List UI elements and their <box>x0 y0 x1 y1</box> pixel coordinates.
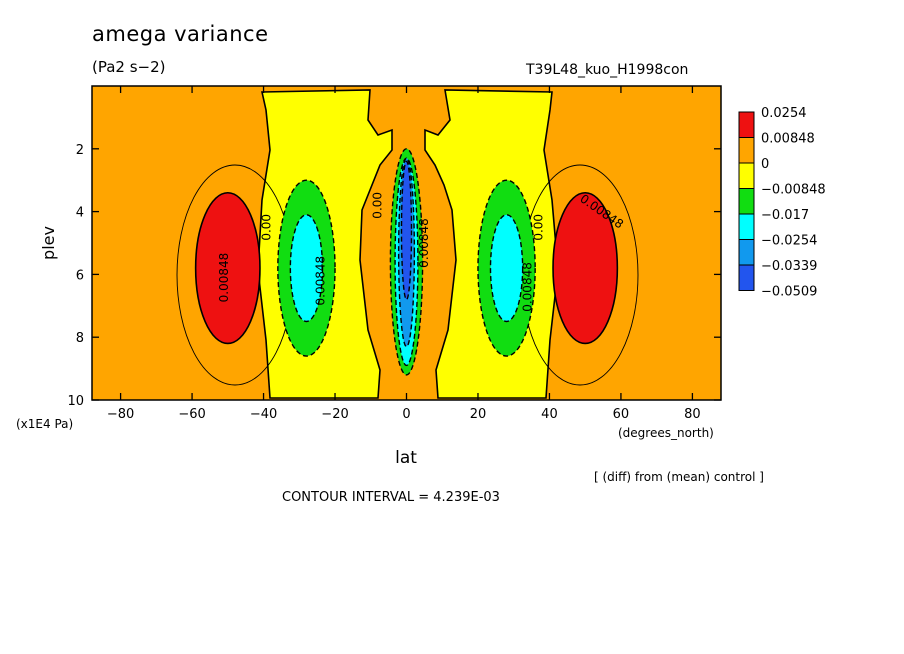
y-tick-label: 10 <box>67 394 84 409</box>
y-tick-label: 8 <box>76 331 84 346</box>
legend-swatch <box>738 213 755 240</box>
legend-label: 0.00848 <box>761 132 815 147</box>
y-axis-units: (x1E4 Pa) <box>16 417 73 431</box>
contour-label: 0.00848 <box>313 256 327 306</box>
diff-note: [ (diff) from (mean) control ] <box>594 470 764 484</box>
x-tick-label: −40 <box>250 407 277 422</box>
run-id: T39L48_kuo_H1998con <box>526 62 689 78</box>
contour-label: 0.00848 <box>217 253 231 303</box>
chart-units: (Pa2 s−2) <box>92 58 166 76</box>
equatorial-deep-blue-region <box>400 160 413 301</box>
contour-interval: CONTOUR INTERVAL = 4.239E-03 <box>282 490 500 505</box>
legend-swatch <box>738 239 755 266</box>
chart-title: amega variance <box>92 22 269 46</box>
x-tick-label: 60 <box>613 407 630 422</box>
y-axis-label: plev <box>39 226 58 260</box>
legend-label: −0.0339 <box>761 259 817 274</box>
right-positive-max-region <box>552 191 619 345</box>
contour-label: 0.00848 <box>521 262 535 312</box>
legend-label: −0.0254 <box>761 234 817 249</box>
x-tick-label: 40 <box>541 407 558 422</box>
y-tick-label: 2 <box>76 143 84 158</box>
x-tick-label: −60 <box>178 407 205 422</box>
legend-label: 0.0254 <box>761 106 807 121</box>
x-tick-label: 20 <box>470 407 487 422</box>
legend-swatch <box>738 188 755 215</box>
x-axis-units: (degrees_north) <box>618 426 714 440</box>
legend-swatch <box>738 264 755 291</box>
colorbar-legend: 0.0254 0.00848 0 −0.00848 −0.017 −0.0254 −0.03… <box>738 106 826 300</box>
y-axis: 2 4 6 8 10 <box>67 143 721 409</box>
legend-swatch <box>738 111 755 138</box>
x-axis-label: lat <box>395 448 417 468</box>
legend-label: −0.0509 <box>761 285 817 300</box>
legend-swatch <box>738 137 755 164</box>
x-tick-label: 0 <box>402 407 410 422</box>
contour-label: 0.00 <box>260 214 274 241</box>
y-tick-label: 4 <box>76 206 84 221</box>
legend-label: −0.00848 <box>761 183 826 198</box>
left-negative-cyan-region <box>289 214 324 323</box>
x-tick-label: −80 <box>107 407 134 422</box>
legend-label: −0.017 <box>761 208 809 223</box>
legend-label: 0 <box>761 157 769 172</box>
contour-label: 0.00848 <box>417 218 431 268</box>
x-tick-label: 80 <box>684 407 701 422</box>
contour-label: 0.00 <box>531 214 545 241</box>
y-tick-label: 6 <box>76 268 84 283</box>
contour-label: 0.00 <box>370 192 384 219</box>
x-axis: −80 −60 −40 −20 0 20 40 60 80 <box>107 86 701 422</box>
x-tick-label: −20 <box>321 407 348 422</box>
legend-swatch <box>738 162 755 189</box>
right-negative-cyan-region <box>489 214 524 323</box>
left-positive-max-region <box>194 191 261 345</box>
